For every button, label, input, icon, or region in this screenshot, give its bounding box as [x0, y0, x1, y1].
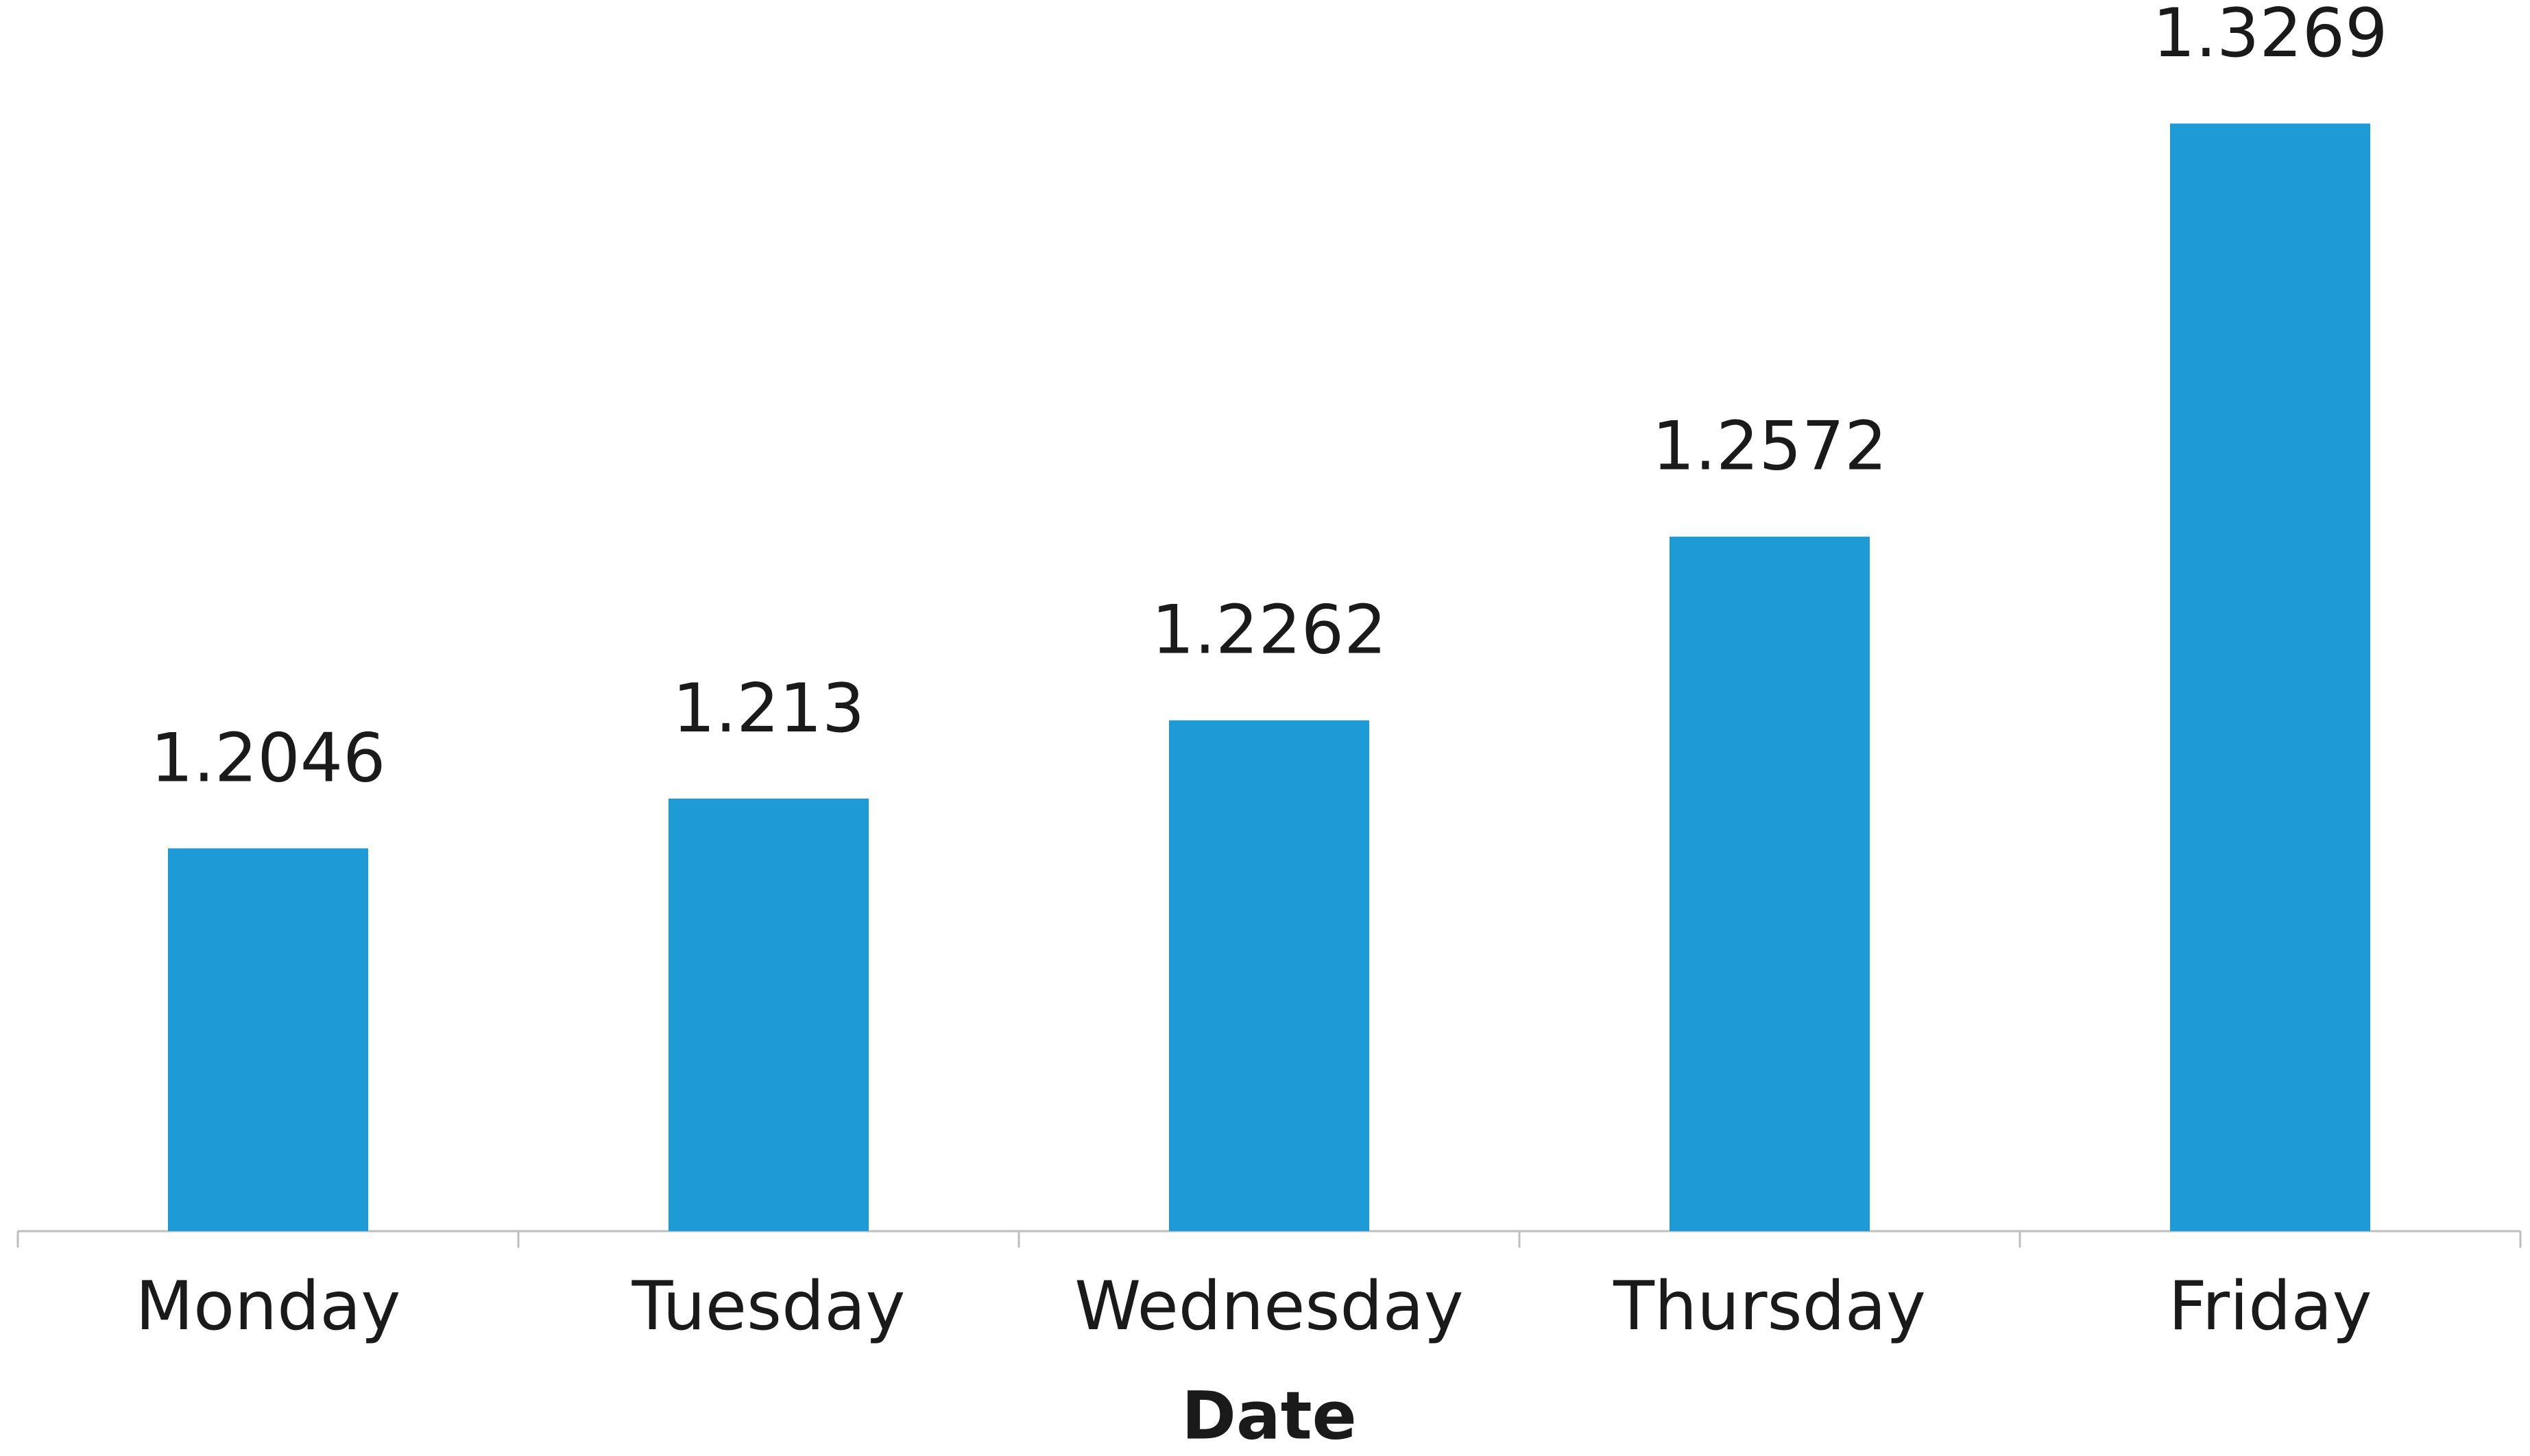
value-label: 1.213 — [673, 670, 865, 748]
x-tick-label: Wednesday — [1074, 1267, 1463, 1346]
value-label: 1.2262 — [1152, 592, 1387, 670]
value-label: 1.3269 — [2153, 0, 2388, 73]
x-tick-label: Monday — [136, 1267, 401, 1346]
value-label: 1.2572 — [1652, 408, 1888, 486]
x-axis-title: Date — [1181, 1377, 1356, 1454]
x-tick-label: Friday — [2168, 1267, 2372, 1346]
x-tick-label: Thursday — [1613, 1267, 1926, 1346]
bar — [168, 848, 368, 1231]
bar — [2170, 123, 2370, 1231]
bar — [1670, 536, 1870, 1231]
bar — [668, 798, 869, 1231]
bar — [1169, 720, 1369, 1231]
x-tick-label: Tuesday — [631, 1267, 906, 1346]
value-label: 1.2046 — [151, 719, 386, 797]
